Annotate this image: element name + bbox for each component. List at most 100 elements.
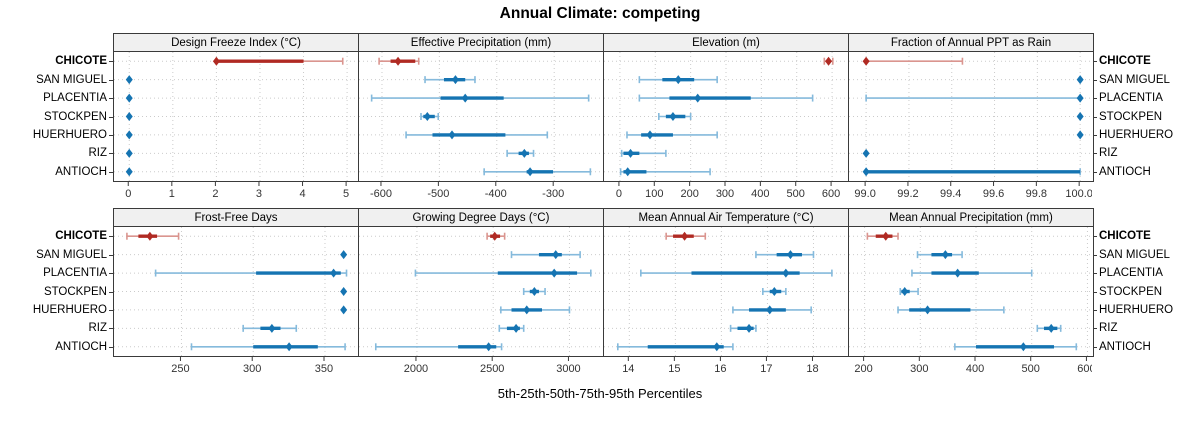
median-point [125, 75, 133, 85]
median-point [448, 130, 456, 140]
site-label-left: HUERHUERO [32, 303, 107, 316]
x-tick-label: 500 [1022, 363, 1040, 375]
x-tick-label: 300 [910, 363, 928, 375]
x-tick-label: 100.0 [1065, 188, 1092, 200]
panel [603, 226, 849, 357]
median-point [1076, 93, 1084, 103]
x-tick-label: 5 [343, 188, 349, 200]
y-tick-mark-left [109, 116, 113, 118]
median-point [330, 268, 338, 278]
median-point [627, 148, 635, 158]
site-label-right: HUERHUERO [1099, 303, 1174, 316]
panel-strip-title: Design Freeze Index (°C) [171, 36, 301, 49]
panel-strip: Mean Annual Air Temperature (°C) [603, 208, 849, 227]
x-axis: 99.0 99.2 99.4 99.6 99.8 100.0 [848, 182, 1094, 200]
x-axis-canvas: 200 300 400 500 600 [854, 357, 1096, 375]
x-tick-label: 0 [125, 188, 131, 200]
median-point [268, 323, 276, 333]
site-label-right: STOCKPEN [1099, 110, 1163, 123]
y-tick-mark-left [109, 79, 113, 81]
site-label-right: PLACENTIA [1099, 92, 1163, 105]
x-tick-label: 18 [806, 363, 818, 375]
panel [358, 226, 604, 357]
panel-strip-title: Effective Precipitation (mm) [410, 36, 552, 49]
panel [113, 226, 359, 357]
x-tick-label: -500 [427, 188, 449, 200]
x-tick-label: 100 [645, 188, 663, 200]
site-label-right: ANTIOCH [1099, 165, 1151, 178]
panel-canvas [604, 52, 848, 181]
median-point [491, 231, 499, 241]
y-tick-mark-right [1093, 153, 1097, 155]
x-axis: 14 15 16 17 18 [603, 357, 849, 375]
y-tick-mark-right [1093, 116, 1097, 118]
site-label-right: RIZ [1099, 322, 1118, 335]
median-point [1076, 130, 1084, 140]
x-tick-label: 17 [760, 363, 772, 375]
median-point [520, 148, 528, 158]
x-tick-label: 1 [169, 188, 175, 200]
x-tick-label: 400 [966, 363, 984, 375]
y-tick-mark-left [109, 98, 113, 100]
y-tick-mark-left [109, 309, 113, 311]
median-point [646, 130, 654, 140]
median-point [212, 56, 220, 66]
panel [848, 226, 1094, 357]
median-point [394, 56, 402, 66]
page-title: Annual Climate: competing [499, 5, 701, 22]
y-tick-mark-left [109, 134, 113, 136]
x-axis-canvas: 0 1 2 3 4 5 [125, 182, 349, 200]
median-point [1019, 342, 1027, 352]
x-tick-label: 2000 [404, 363, 428, 375]
median-point [745, 323, 753, 333]
panel-strip-title: Frost-Free Days [194, 211, 278, 224]
x-tick-label: 250 [171, 363, 189, 375]
median-point [526, 167, 534, 177]
x-axis-canvas: 250 300 350 [171, 357, 333, 375]
panel-strip-title: Mean Annual Air Temperature (°C) [638, 211, 814, 224]
x-tick-label: 200 [680, 188, 698, 200]
x-tick-label: 200 [854, 363, 872, 375]
panel-canvas [849, 52, 1093, 181]
median-point [941, 250, 949, 260]
median-point [125, 167, 133, 177]
panel-strip: Elevation (m) [603, 33, 849, 52]
panel-canvas [359, 227, 603, 356]
x-axis-canvas: 2000 2500 3000 [404, 357, 581, 375]
panel [358, 51, 604, 182]
panel-strip: Effective Precipitation (mm) [358, 33, 604, 52]
site-label-left: PLACENTIA [43, 92, 107, 105]
median-point [552, 250, 560, 260]
y-tick-mark-right [1093, 171, 1097, 173]
site-label-left: PLACENTIA [43, 267, 107, 280]
x-tick-label: 500 [787, 188, 805, 200]
median-point [954, 268, 962, 278]
median-point [669, 112, 677, 121]
median-point [862, 148, 870, 158]
site-label-left: ANTIOCH [55, 340, 107, 353]
x-axis-canvas: 0 100 200 300 400 500 600 [616, 182, 840, 200]
site-label-left: RIZ [88, 322, 107, 335]
panel-strip-title: Elevation (m) [692, 36, 760, 49]
x-tick-label: 600 [1077, 363, 1092, 375]
site-label-right: SAN MIGUEL [1099, 73, 1170, 86]
site-label-left: CHICOTE [55, 55, 107, 68]
site-label-right: HUERHUERO [1099, 128, 1174, 141]
y-tick-mark-right [1093, 254, 1097, 256]
site-label-right: RIZ [1099, 147, 1118, 160]
median-point [340, 305, 348, 315]
x-axis-canvas: 99.0 99.2 99.4 99.6 99.8 100.0 [854, 182, 1093, 200]
panel-canvas [604, 227, 848, 356]
y-tick-mark-right [1093, 291, 1097, 293]
median-point [125, 130, 133, 140]
median-point [1076, 75, 1084, 85]
y-tick-mark-left [109, 273, 113, 275]
y-tick-mark-right [1093, 328, 1097, 330]
x-axis: 0 100 200 300 400 500 600 [603, 182, 849, 200]
panel-strip: Mean Annual Precipitation (mm) [848, 208, 1094, 227]
y-tick-mark-right [1093, 98, 1097, 100]
y-tick-mark-right [1093, 309, 1097, 311]
x-tick-label: 400 [751, 188, 769, 200]
x-axis: 0 1 2 3 4 5 [113, 182, 359, 200]
